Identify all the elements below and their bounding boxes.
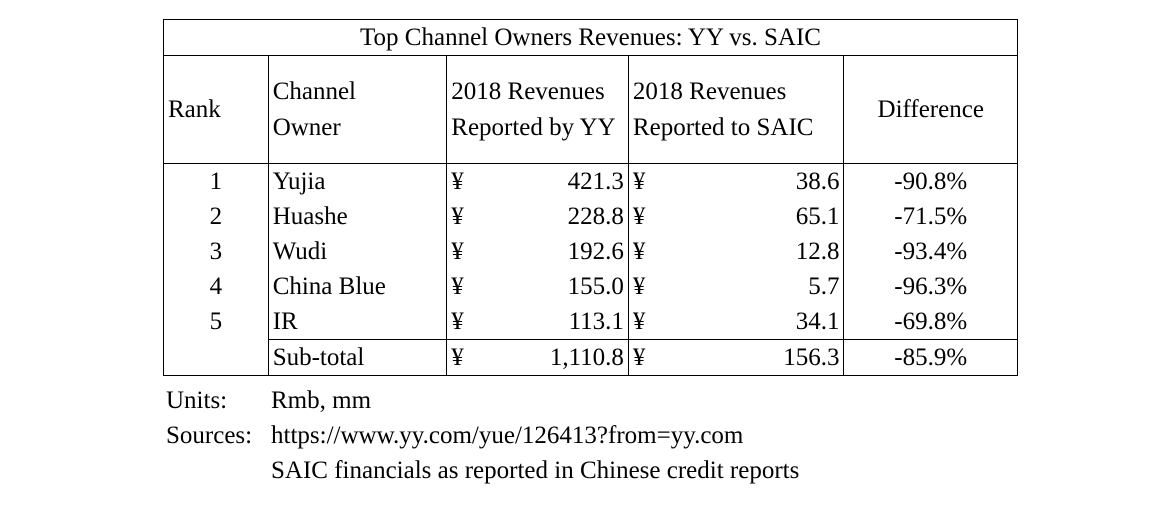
saic-revenue-cell: 34.1 (795, 307, 840, 335)
subtotal-difference: -85.9% (843, 339, 1018, 376)
owner-cell: Huashe (267, 199, 447, 234)
yen-symbol: ¥ (627, 339, 648, 376)
difference-cell: -96.3% (843, 269, 1018, 304)
source-saic: SAIC financials as reported in Chinese c… (271, 457, 800, 484)
subtotal-rank-cell (163, 339, 269, 376)
rank-cell: 2 (163, 199, 269, 234)
yen-symbol: ¥ (446, 339, 467, 376)
table-row: 1 Yujia ¥ 421.3 ¥ 38.6 -90.8% (163, 163, 1018, 199)
header-channel-owner-line1: Channel (272, 77, 357, 105)
yen-symbol: ¥ (627, 234, 648, 269)
units-note: Units: Rmb, mm (166, 383, 799, 418)
yy-revenue-cell: 113.1 (568, 307, 624, 335)
header-yy-line1: 2018 Revenues (451, 77, 605, 105)
header-channel-owner-line2: Owner (272, 113, 341, 141)
difference-cell: -90.8% (843, 163, 1018, 199)
yen-symbol: ¥ (627, 163, 648, 199)
difference-cell: -93.4% (843, 234, 1018, 269)
owner-cell: IR (267, 304, 447, 340)
header-row: Rank Channel Owner 2018 Revenues Reported … (163, 55, 1018, 164)
header-yy-revenues: 2018 Revenues Reported by YY (446, 55, 629, 164)
yy-revenue-cell: 421.3 (567, 167, 624, 195)
difference-cell: -71.5% (843, 199, 1018, 234)
subtotal-yy-revenue: 1,110.8 (466, 339, 629, 376)
saic-revenue-cell: 5.7 (808, 272, 840, 300)
table-row: 5 IR ¥ 113.1 ¥ 34.1 -69.8% (163, 304, 1018, 340)
source-url: https://www.yy.com/yue/126413?from=yy.co… (271, 422, 744, 449)
header-yy-line2: Reported by YY (451, 113, 616, 141)
yen-symbol: ¥ (446, 199, 467, 234)
sources-note: Sources: https://www.yy.com/yue/126413?f… (166, 418, 799, 453)
sources-note-continued: SAIC financials as reported in Chinese c… (166, 453, 799, 488)
difference-cell: -69.8% (843, 304, 1018, 340)
yy-revenue-cell: 228.8 (567, 202, 624, 230)
header-saic-revenues: 2018 Revenues Reported to SAIC (627, 55, 845, 164)
rank-cell: 4 (163, 269, 269, 304)
rank-cell: 3 (163, 234, 269, 269)
saic-revenue-cell: 38.6 (795, 167, 840, 195)
yen-symbol: ¥ (627, 269, 648, 304)
table-row: 3 Wudi ¥ 192.6 ¥ 12.8 -93.4% (163, 234, 1018, 269)
subtotal-label: Sub-total (267, 339, 447, 376)
rank-cell: 5 (163, 304, 269, 340)
header-rank: Rank (163, 55, 269, 164)
yen-symbol: ¥ (446, 269, 467, 304)
yen-symbol: ¥ (446, 163, 467, 199)
units-label: Units: (166, 387, 228, 414)
table-row: 4 China Blue ¥ 155.0 ¥ 5.7 -96.3% (163, 269, 1018, 304)
subtotal-saic-revenue: 156.3 (647, 339, 844, 376)
yen-symbol: ¥ (627, 199, 648, 234)
yy-revenue-cell: 192.6 (567, 237, 624, 265)
saic-revenue-cell: 12.8 (795, 237, 840, 265)
yen-symbol: ¥ (446, 304, 467, 340)
header-channel-owner: Channel Owner (267, 55, 447, 164)
saic-revenue-cell: 65.1 (795, 202, 840, 230)
table-title: Top Channel Owners Revenues: YY vs. SAIC (163, 19, 1018, 56)
yy-revenue-cell: 155.0 (567, 272, 624, 300)
sources-label: Sources: (166, 422, 253, 449)
owner-cell: China Blue (267, 269, 447, 304)
rank-cell: 1 (163, 163, 269, 199)
header-difference: Difference (843, 55, 1018, 164)
subtotal-row: Sub-total ¥ 1,110.8 ¥ 156.3 -85.9% (163, 339, 1018, 376)
table-row: 2 Huashe ¥ 228.8 ¥ 65.1 -71.5% (163, 199, 1018, 234)
header-saic-line2: Reported to SAIC (632, 113, 814, 141)
yen-symbol: ¥ (627, 304, 648, 340)
units-value: Rmb, mm (271, 387, 372, 414)
yen-symbol: ¥ (446, 234, 467, 269)
owner-cell: Yujia (267, 163, 447, 199)
table-notes: Units: Rmb, mm Sources: https://www.yy.c… (166, 383, 799, 488)
revenue-comparison-table: Top Channel Owners Revenues: YY vs. SAIC… (163, 19, 1018, 376)
header-saic-line1: 2018 Revenues (632, 77, 787, 105)
owner-cell: Wudi (267, 234, 447, 269)
